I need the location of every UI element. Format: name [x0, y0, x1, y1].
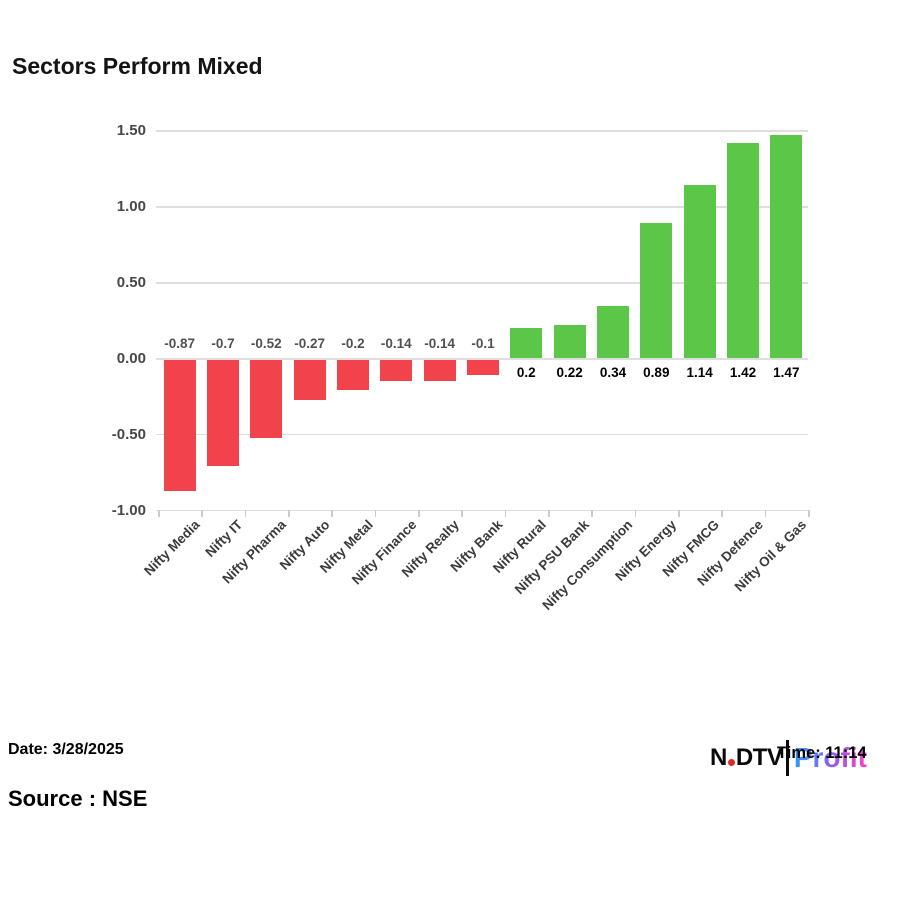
chart-title: Sectors Perform Mixed	[12, 53, 263, 79]
bar	[250, 359, 283, 439]
y-axis-tick-label: -1.00	[111, 501, 146, 519]
bar-value-label: -0.27	[294, 336, 326, 351]
gridline	[156, 206, 808, 208]
bar	[163, 359, 196, 492]
bar-value-label: 1.47	[773, 365, 800, 380]
y-axis-tick-label: 1.00	[116, 198, 146, 216]
x-axis-tick	[461, 509, 463, 517]
x-axis-tick	[418, 509, 420, 517]
y-axis-tick-label: 1.50	[116, 122, 146, 140]
ndtv-profit-logo: N DTV Profit	[710, 740, 867, 776]
x-axis-tick	[678, 509, 680, 517]
x-axis-tick	[244, 509, 247, 517]
x-axis-category-label: Nifty IT	[202, 517, 246, 560]
y-axis-tick-label: -0.50	[111, 425, 146, 443]
time-label: Time: 11:14	[777, 744, 867, 762]
bar	[293, 359, 326, 401]
gridline	[156, 433, 808, 436]
x-axis-tick	[634, 509, 637, 517]
gridline	[156, 130, 808, 132]
gridline	[156, 509, 808, 512]
bar-value-label: -0.52	[250, 336, 282, 351]
x-axis-tick	[721, 509, 723, 517]
bar-value-label: -0.2	[341, 336, 365, 351]
bar	[683, 185, 716, 358]
ndtv-letter-n: N	[710, 744, 727, 771]
bar-value-label: 0.89	[643, 365, 670, 380]
bar-value-label: -0.14	[424, 336, 456, 351]
ndtv-wordmark: N DTV	[710, 744, 783, 772]
x-axis-tick	[374, 509, 377, 517]
bar	[727, 142, 759, 358]
x-axis-tick	[764, 509, 767, 517]
gridline	[156, 358, 808, 360]
bar-value-label: -0.7	[211, 336, 235, 351]
bar-value-label: 0.22	[556, 365, 583, 380]
x-axis-category-label: Nifty PSU Bank	[512, 517, 593, 598]
bar-value-label: -0.1	[471, 336, 495, 351]
x-axis-category-label: Nifty Media	[140, 517, 203, 579]
y-axis-tick-label: 0.00	[116, 350, 146, 367]
x-axis-tick	[201, 509, 203, 517]
x-axis-tick	[504, 509, 507, 517]
bar	[380, 359, 413, 381]
bar	[207, 359, 239, 466]
ndtv-red-dot-icon	[727, 758, 735, 766]
bar	[597, 306, 629, 358]
source-label: Source : NSE	[8, 786, 148, 811]
x-axis-tick	[158, 509, 160, 517]
bar-value-label: 0.2	[516, 365, 536, 380]
y-axis-tick-label: 0.50	[116, 274, 146, 292]
logo-separator	[786, 740, 789, 776]
gridline	[156, 282, 808, 284]
x-axis-tick	[331, 509, 333, 517]
bar-value-label: 1.42	[729, 365, 757, 380]
ndtv-letters-dtv: DTV	[735, 744, 783, 771]
bar	[423, 359, 456, 381]
date-label: Date: 3/28/2025	[8, 741, 124, 758]
x-axis-tick	[548, 509, 550, 517]
bar	[553, 324, 586, 358]
bar-value-label: -0.87	[164, 336, 196, 351]
bar	[770, 135, 803, 358]
bar-value-label: 0.34	[599, 365, 627, 380]
bar-value-label: 1.14	[686, 365, 713, 380]
bar	[467, 359, 499, 375]
bar-value-label: -0.14	[380, 336, 412, 351]
x-axis-tick	[808, 509, 810, 517]
bar	[640, 222, 673, 358]
x-axis-tick	[288, 509, 290, 517]
bar	[510, 327, 543, 358]
x-axis-tick	[591, 509, 593, 517]
bar-chart: 1.50 1.00 0.50 0.00 -0.50 -1.00 -0.87 Nifty Med…	[111, 122, 810, 613]
bar	[337, 359, 369, 390]
profit-wordmark: Profit	[793, 742, 867, 773]
